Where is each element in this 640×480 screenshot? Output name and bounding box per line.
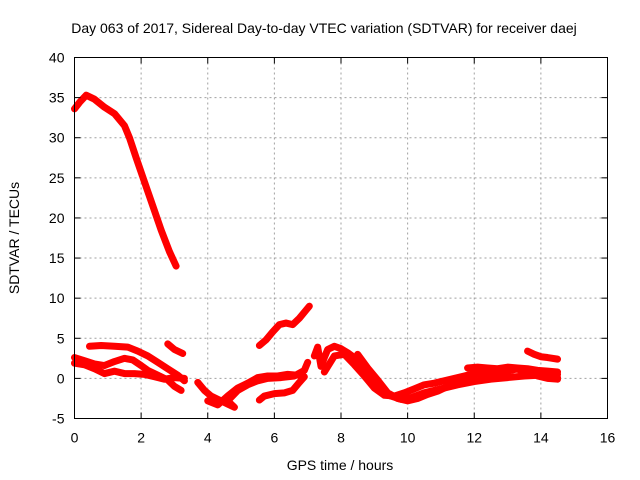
series-track-9 [255, 302, 313, 349]
series-track-4 [71, 359, 188, 383]
y-axis-label: SDTVAR / TECUs [6, 182, 22, 294]
y-tick-label: 0 [57, 370, 65, 386]
series-track-7 [204, 370, 302, 409]
x-tick-label: 12 [466, 430, 482, 446]
axis-ticks: 0 2 4 6 8 10 12 14 16 -5 0 5 10 15 20 25 30 35 40 [49, 50, 616, 446]
x-tick-label: 6 [270, 430, 278, 446]
x-axis-label: GPS time / hours [287, 457, 394, 473]
y-tick-label: 40 [49, 50, 65, 66]
series-track-8 [255, 373, 308, 404]
x-tick-label: 8 [337, 430, 345, 446]
y-tick-label: 5 [57, 330, 65, 346]
series-track-1 [71, 91, 180, 270]
y-tick-label: -5 [52, 411, 65, 427]
y-tick-label: 35 [49, 90, 65, 106]
series-track-2 [85, 341, 188, 385]
y-tick-label: 20 [49, 210, 65, 226]
x-tick-label: 14 [533, 430, 549, 446]
x-tick-label: 4 [204, 430, 212, 446]
series-track-5 [164, 340, 187, 358]
y-tick-label: 15 [49, 250, 65, 266]
y-tick-label: 25 [49, 170, 65, 186]
series-track-13 [464, 363, 562, 376]
data-series [71, 91, 562, 411]
chart-title: Day 063 of 2017, Sidereal Day-to-day VTE… [71, 20, 577, 36]
x-tick-label: 10 [400, 430, 416, 446]
x-tick-label: 16 [600, 430, 616, 446]
grid-lines [74, 57, 608, 419]
x-tick-label: 0 [71, 430, 79, 446]
y-tick-label: 30 [49, 130, 65, 146]
x-tick-label: 2 [137, 430, 145, 446]
series-track-14 [524, 347, 562, 363]
y-tick-label: 10 [49, 290, 65, 306]
